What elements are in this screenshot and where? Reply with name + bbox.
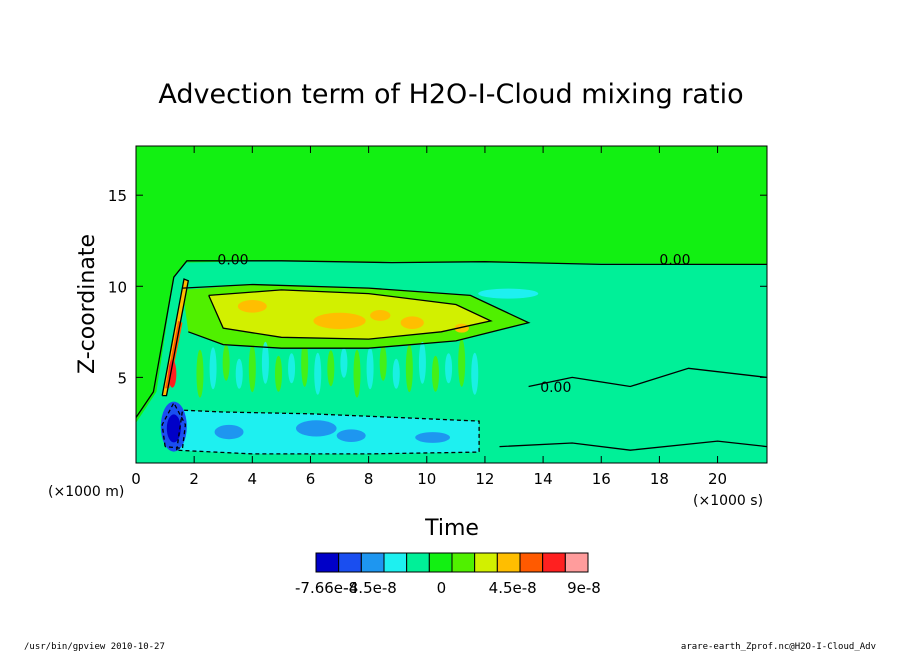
zero-contour — [499, 440, 767, 451]
y-axis-label: Z-coordinate — [75, 234, 100, 374]
field-streak — [366, 347, 374, 390]
footer-left: /usr/bin/gpview 2010-10-27 — [24, 642, 165, 652]
colorbar-swatch — [383, 552, 408, 573]
field-streak — [458, 338, 466, 387]
field-streak — [274, 355, 282, 392]
x-axis-unit: (×1000 s) — [693, 493, 763, 509]
colorbar-swatch — [564, 552, 589, 573]
colorbar-swatch — [360, 552, 385, 573]
x-tick-label: 14 — [534, 470, 553, 488]
contour-lines — [136, 260, 767, 455]
positive-contour — [208, 289, 493, 340]
field-positive-patch — [400, 316, 424, 330]
field-negative-patch — [336, 429, 366, 442]
x-axis-label: Time — [424, 516, 479, 541]
field-streak — [353, 349, 361, 398]
field-core-min — [166, 414, 181, 443]
field-streak — [235, 358, 243, 389]
x-tick-label: 4 — [248, 470, 258, 488]
contour-field — [136, 146, 767, 463]
colorbar-swatch — [406, 552, 430, 573]
positive-contour — [161, 278, 190, 397]
field-streak — [418, 341, 426, 384]
field-negative-patch — [214, 424, 244, 440]
field-streak — [445, 353, 453, 384]
x-tick-label: 20 — [708, 470, 727, 488]
colorbar-swatch — [519, 552, 544, 573]
colorbar-tick-label: -7.66e-8 — [295, 579, 358, 597]
x-tick-label: 0 — [131, 470, 141, 488]
y-tick-label: 15 — [108, 187, 127, 205]
field-negative-patch — [415, 432, 450, 443]
contour-labels: 0.00 0.00 0.00 — [217, 252, 690, 396]
y-axis: 5 10 15 — [108, 187, 767, 387]
colorbar-swatch — [542, 552, 566, 573]
field-streak — [222, 344, 230, 381]
field-streak — [301, 338, 309, 387]
footer-right: arare-earth_Zprof.nc@H2O-I-Cloud_Adv — [680, 642, 876, 652]
zero-contour — [136, 260, 767, 418]
x-tick-label: 2 — [189, 470, 199, 488]
colorbar: -7.66e-8-4.5e-8 0 4.5e-8 9e-8 — [295, 552, 601, 597]
colorbar-swatch — [451, 552, 476, 573]
field-streak — [248, 344, 256, 393]
x-tick-label: 8 — [364, 470, 374, 488]
chart-title: Advection term of H2O-I-Cloud mixing rat… — [158, 79, 743, 110]
field-streak — [288, 353, 296, 384]
y-tick-label: 5 — [117, 369, 127, 387]
colorbar-tick-label: 9e-8 — [567, 579, 601, 597]
colorbar-swatch — [474, 552, 498, 573]
field-streak — [340, 347, 348, 378]
contour-label: 0.00 — [217, 252, 248, 268]
colorbar-swatch — [428, 552, 453, 573]
y-tick-label: 10 — [108, 278, 127, 296]
x-tick-label: 6 — [306, 470, 316, 488]
positive-contour — [182, 283, 531, 349]
colorbar-tick-label: 4.5e-8 — [489, 579, 537, 597]
field-positive-patch — [313, 312, 366, 329]
x-tick-label: 12 — [475, 470, 494, 488]
negative-contour — [161, 401, 187, 450]
field-streak — [261, 341, 269, 384]
field-streak — [405, 344, 413, 393]
field-core-max — [168, 359, 177, 388]
colorbar-swatch — [315, 552, 340, 573]
contour-label: 0.00 — [540, 380, 571, 396]
field-positive-patch — [237, 300, 267, 313]
x-axis: 0 2 4 6 8 10 12 14 16 18 20 — [131, 146, 727, 488]
x-tick-label: 18 — [650, 470, 669, 488]
field-streak — [432, 355, 440, 392]
y-axis-unit: (×1000 m) — [48, 484, 124, 500]
negative-contour — [176, 409, 480, 455]
field-positive-patch — [370, 310, 391, 321]
colorbar-swatch — [496, 552, 521, 573]
field-streak — [209, 347, 217, 390]
contour-label: 0.00 — [659, 252, 690, 268]
plot-frame — [135, 145, 768, 464]
colorbar-swatch — [338, 552, 362, 573]
field-streak — [196, 349, 204, 398]
x-tick-label: 16 — [592, 470, 611, 488]
field-negative-patch — [478, 288, 539, 299]
field-streak — [314, 352, 322, 395]
zero-contour — [528, 367, 767, 388]
field-negative-patch — [295, 420, 337, 437]
x-tick-label: 10 — [417, 470, 436, 488]
field-streak — [471, 352, 479, 395]
colorbar-tick-label: -4.5e-8 — [343, 579, 396, 597]
field-streak — [379, 344, 387, 381]
field-streak — [327, 350, 335, 387]
colorbar-tick-label: 0 — [437, 579, 447, 597]
field-streak — [392, 358, 400, 389]
